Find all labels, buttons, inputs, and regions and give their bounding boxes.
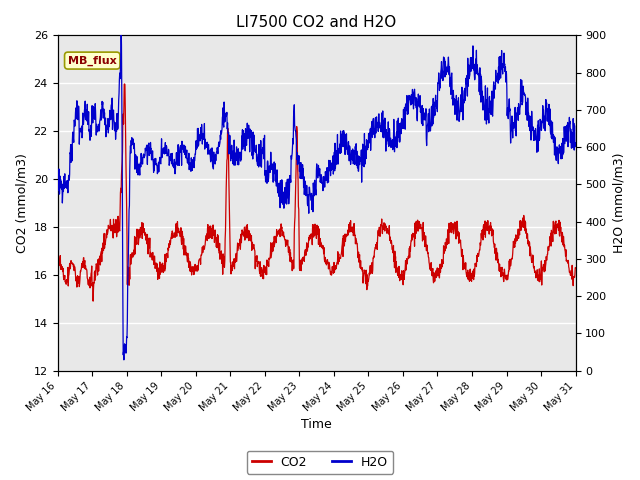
- Legend: CO2, H2O: CO2, H2O: [247, 451, 393, 474]
- X-axis label: Time: Time: [301, 419, 332, 432]
- Y-axis label: CO2 (mmol/m3): CO2 (mmol/m3): [15, 153, 28, 253]
- Text: MB_flux: MB_flux: [68, 56, 116, 66]
- Y-axis label: H2O (mmol/m3): H2O (mmol/m3): [612, 153, 625, 253]
- Title: LI7500 CO2 and H2O: LI7500 CO2 and H2O: [236, 15, 397, 30]
